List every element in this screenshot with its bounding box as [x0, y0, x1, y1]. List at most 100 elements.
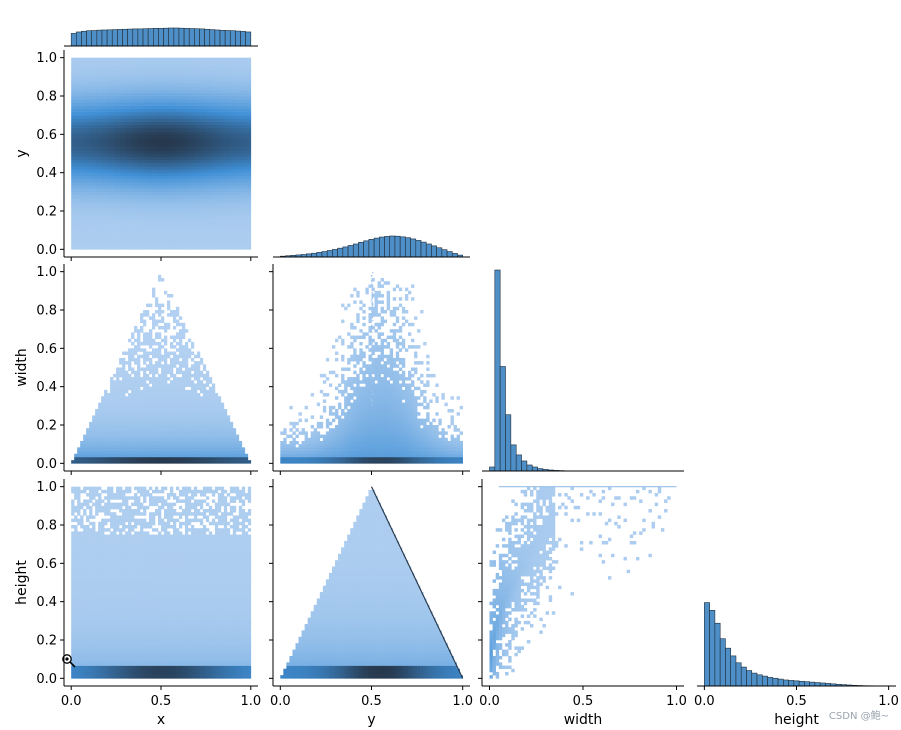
density-cell	[214, 214, 219, 218]
density-cell	[80, 131, 84, 135]
density-cell	[166, 460, 171, 464]
density-cell	[190, 415, 195, 419]
density-cell	[140, 393, 144, 397]
density-cell	[107, 428, 111, 432]
density-cell	[241, 57, 246, 62]
density-cell	[205, 60, 210, 65]
density-cell	[155, 310, 159, 314]
density-cell	[175, 150, 180, 154]
density-cell	[122, 230, 126, 234]
density-cell	[161, 354, 165, 359]
density-cell	[166, 389, 171, 394]
density-cell	[220, 220, 225, 225]
density-cell	[95, 131, 99, 135]
density-cell	[155, 86, 159, 90]
density-cell	[202, 195, 207, 199]
density-cell	[199, 383, 204, 387]
density-cell	[226, 175, 231, 180]
density-cell	[119, 434, 123, 439]
density-cell	[101, 242, 105, 247]
density-cell	[137, 73, 141, 78]
density-cell	[199, 405, 204, 410]
density-cell	[107, 166, 111, 170]
density-cell	[199, 242, 204, 247]
density-cell	[193, 383, 198, 387]
density-cell	[214, 204, 219, 209]
density-cell	[122, 134, 126, 138]
density-cell	[128, 434, 132, 439]
density-cell	[175, 421, 180, 426]
density-cell	[214, 239, 219, 244]
density-cell	[208, 220, 213, 225]
density-cell	[169, 383, 174, 387]
density-cell	[184, 357, 189, 362]
density-cell	[187, 134, 192, 138]
density-cell	[184, 246, 189, 250]
density-cell	[140, 444, 144, 448]
density-cell	[155, 134, 159, 138]
density-cell	[205, 226, 210, 231]
density-cell	[104, 70, 108, 74]
density-cell	[143, 185, 147, 189]
density-cell	[101, 204, 105, 209]
density-cell	[110, 233, 114, 237]
density-cell	[163, 223, 168, 228]
density-cell	[137, 425, 141, 429]
density-cell	[235, 102, 240, 106]
density-cell	[137, 428, 141, 432]
density-cell	[122, 89, 126, 94]
density-cell	[143, 153, 147, 157]
density-cell	[190, 220, 195, 225]
density-cell	[122, 396, 126, 400]
density-cell	[77, 140, 81, 145]
density-cell	[113, 89, 117, 94]
density-cell	[184, 99, 189, 103]
density-cell	[202, 460, 207, 464]
density-cell	[229, 204, 234, 209]
density-cell	[104, 118, 108, 122]
density-cell	[77, 211, 81, 215]
density-cell	[169, 367, 174, 371]
density-cell	[232, 172, 237, 177]
density-cell	[178, 223, 183, 228]
density-cell	[247, 124, 252, 129]
density-cell	[140, 233, 144, 237]
density-cell	[223, 191, 228, 196]
density-cell	[163, 367, 168, 371]
density-cell	[181, 76, 186, 81]
density-cell	[196, 140, 201, 145]
density-cell	[244, 188, 249, 193]
density-cell	[77, 115, 81, 119]
density-cell	[184, 453, 189, 458]
density-cell	[128, 108, 132, 113]
density-cell	[175, 127, 180, 132]
density-cell	[226, 67, 231, 71]
density-cell	[140, 185, 144, 189]
density-cell	[116, 460, 120, 464]
density-cell	[89, 207, 93, 212]
density-cell	[119, 76, 123, 81]
density-cell	[137, 405, 141, 410]
density-cell	[172, 159, 177, 164]
density-cell	[241, 108, 246, 113]
density-cell	[92, 201, 96, 205]
density-cell	[178, 447, 183, 451]
density-cell	[163, 246, 168, 250]
density-cell	[140, 230, 144, 234]
density-cell	[166, 226, 171, 231]
density-cell	[110, 179, 114, 183]
density-cell	[107, 105, 111, 110]
density-cell	[214, 233, 219, 237]
density-cell	[178, 361, 183, 365]
density-cell	[119, 421, 123, 426]
density-cell	[98, 226, 102, 231]
density-cell	[190, 421, 195, 426]
density-cell	[80, 169, 84, 173]
density-cell	[172, 127, 177, 132]
density-cell	[137, 431, 141, 435]
density-cell	[208, 118, 213, 122]
density-cell	[241, 111, 246, 116]
density-cell	[89, 460, 93, 464]
density-cell	[175, 444, 180, 448]
density-cell	[214, 207, 219, 212]
